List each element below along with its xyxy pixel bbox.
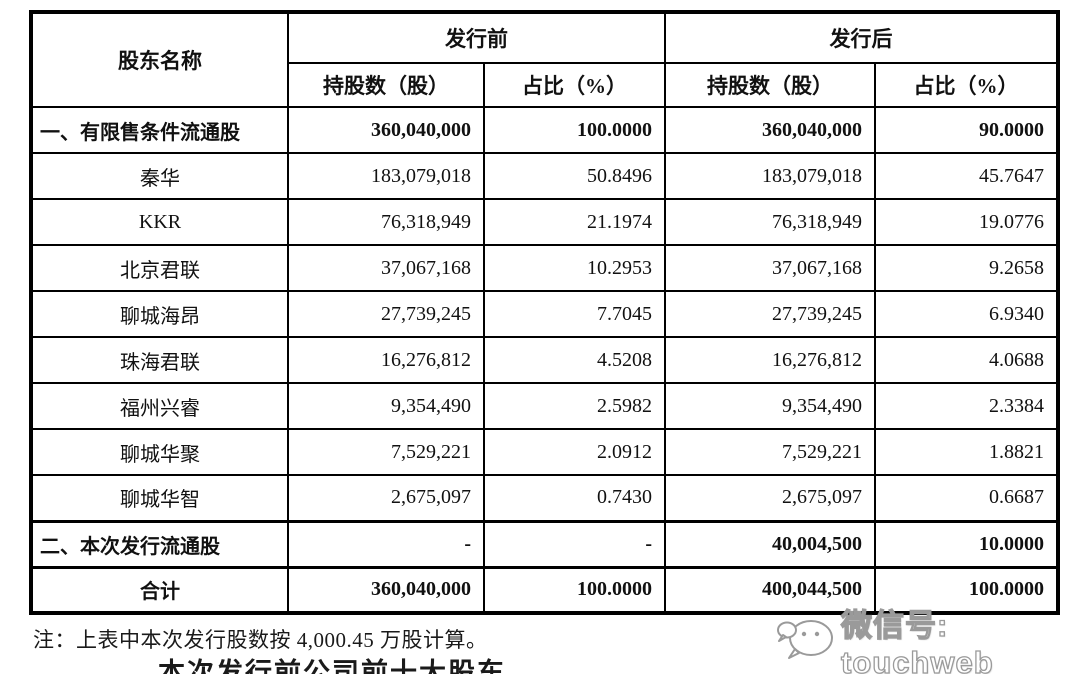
pre-shares-value: 76,318,949 xyxy=(287,198,485,246)
shareholder-name: 聊城华聚 xyxy=(30,428,289,476)
clipped-next-heading: 本次发行前公司前十大股东 xyxy=(158,658,506,674)
table-row: 二、本次发行流通股 - - 40,004,500 10.0000 xyxy=(30,519,1059,568)
table-row: 聊城华聚 7,529,221 2.0912 7,529,221 1.8821 xyxy=(30,428,1059,476)
pre-pct-value: 0.7430 xyxy=(483,474,666,522)
pre-shares-value: 9,354,490 xyxy=(287,382,485,430)
pre-shares-value: 2,675,097 xyxy=(287,474,485,522)
table-row: 聊城华智 2,675,097 0.7430 2,675,097 0.6687 xyxy=(30,474,1059,522)
total-label: 合计 xyxy=(30,565,289,614)
pre-pct-value: 100.0000 xyxy=(483,106,666,154)
table-row-total: 合计 360,040,000 100.0000 400,044,500 100.… xyxy=(30,565,1059,614)
table-row: 福州兴睿 9,354,490 2.5982 9,354,490 2.3384 xyxy=(30,382,1059,430)
shareholder-name: 一、有限售条件流通股 xyxy=(30,106,289,154)
pre-pct-value: 4.5208 xyxy=(483,336,666,384)
pre-pct-value: - xyxy=(483,519,666,568)
post-pct-value: 9.2658 xyxy=(874,244,1059,292)
shareholder-name: 珠海君联 xyxy=(30,336,289,384)
pre-shares-value: 16,276,812 xyxy=(287,336,485,384)
post-shares-value: 183,079,018 xyxy=(664,152,876,200)
pre-shares-value: 360,040,000 xyxy=(287,106,485,154)
pre-shares-value: 7,529,221 xyxy=(287,428,485,476)
post-pct-value: 2.3384 xyxy=(874,382,1059,430)
post-shares-value: 9,354,490 xyxy=(664,382,876,430)
post-pct-value: 4.0688 xyxy=(874,336,1059,384)
header-post-issue: 发行后 xyxy=(664,11,1059,64)
shareholder-name: 聊城华智 xyxy=(30,474,289,522)
header-shareholder-name: 股东名称 xyxy=(30,11,289,108)
post-pct-value: 90.0000 xyxy=(874,106,1059,154)
table-header-row-sub: 持股数（股） 占比（%） 持股数（股） 占比（%） xyxy=(31,62,1059,108)
table-header-row-top: 股东名称 发行前 发行后 xyxy=(30,11,1059,108)
pre-pct-value: 2.5982 xyxy=(483,382,666,430)
table-row: 北京君联 37,067,168 10.2953 37,067,168 9.265… xyxy=(30,244,1059,292)
table-row: 一、有限售条件流通股 360,040,000 100.0000 360,040,… xyxy=(30,106,1059,154)
post-shares-value: 7,529,221 xyxy=(664,428,876,476)
post-pct-value: 1.8821 xyxy=(874,428,1059,476)
wechat-icon xyxy=(775,616,837,666)
shareholder-name: 聊城海昂 xyxy=(30,290,289,338)
pre-pct-total: 100.0000 xyxy=(483,565,666,614)
header-pre-pct: 占比（%） xyxy=(483,62,666,108)
header-pre-issue: 发行前 xyxy=(287,11,666,64)
pre-pct-value: 7.7045 xyxy=(483,290,666,338)
post-pct-value: 10.0000 xyxy=(874,519,1059,568)
pre-shares-total: 360,040,000 xyxy=(287,565,485,614)
post-pct-value: 45.7647 xyxy=(874,152,1059,200)
pre-pct-value: 2.0912 xyxy=(483,428,666,476)
post-shares-value: 16,276,812 xyxy=(664,336,876,384)
table-row: KKR 76,318,949 21.1974 76,318,949 19.077… xyxy=(30,198,1059,246)
shareholder-name: 北京君联 xyxy=(30,244,289,292)
pre-shares-value: - xyxy=(287,519,485,568)
post-shares-value: 37,067,168 xyxy=(664,244,876,292)
pre-pct-value: 10.2953 xyxy=(483,244,666,292)
post-pct-value: 6.9340 xyxy=(874,290,1059,338)
pre-shares-value: 27,739,245 xyxy=(287,290,485,338)
header-post-pct: 占比（%） xyxy=(874,62,1059,108)
footnote: 注：上表中本次发行股数按 4,000.45 万股计算。 xyxy=(33,628,488,652)
shareholder-name: 二、本次发行流通股 xyxy=(30,519,289,568)
pre-shares-value: 183,079,018 xyxy=(287,152,485,200)
post-shares-total: 400,044,500 xyxy=(664,565,876,614)
post-shares-value: 360,040,000 xyxy=(664,106,876,154)
post-shares-value: 27,739,245 xyxy=(664,290,876,338)
pre-pct-value: 50.8496 xyxy=(483,152,666,200)
shareholder-name: KKR xyxy=(30,198,289,246)
post-pct-value: 19.0776 xyxy=(874,198,1059,246)
pre-shares-value: 37,067,168 xyxy=(287,244,485,292)
shareholder-name: 秦华 xyxy=(30,152,289,200)
post-shares-value: 40,004,500 xyxy=(664,519,876,568)
shareholder-structure-table: 股东名称 发行前 发行后 持股数（股） 占比（%） 持股数（股） 占比（%） 一… xyxy=(29,10,1060,615)
header-post-shares: 持股数（股） xyxy=(664,62,876,108)
post-pct-total: 100.0000 xyxy=(874,565,1059,614)
post-shares-value: 76,318,949 xyxy=(664,198,876,246)
post-shares-value: 2,675,097 xyxy=(664,474,876,522)
table-row: 秦华 183,079,018 50.8496 183,079,018 45.76… xyxy=(30,152,1059,200)
table-row: 聊城海昂 27,739,245 7.7045 27,739,245 6.9340 xyxy=(30,290,1059,338)
table-row: 珠海君联 16,276,812 4.5208 16,276,812 4.0688 xyxy=(30,336,1059,384)
pre-pct-value: 21.1974 xyxy=(483,198,666,246)
post-pct-value: 0.6687 xyxy=(874,474,1059,522)
shareholder-name: 福州兴睿 xyxy=(30,382,289,430)
header-pre-shares: 持股数（股） xyxy=(287,62,485,108)
